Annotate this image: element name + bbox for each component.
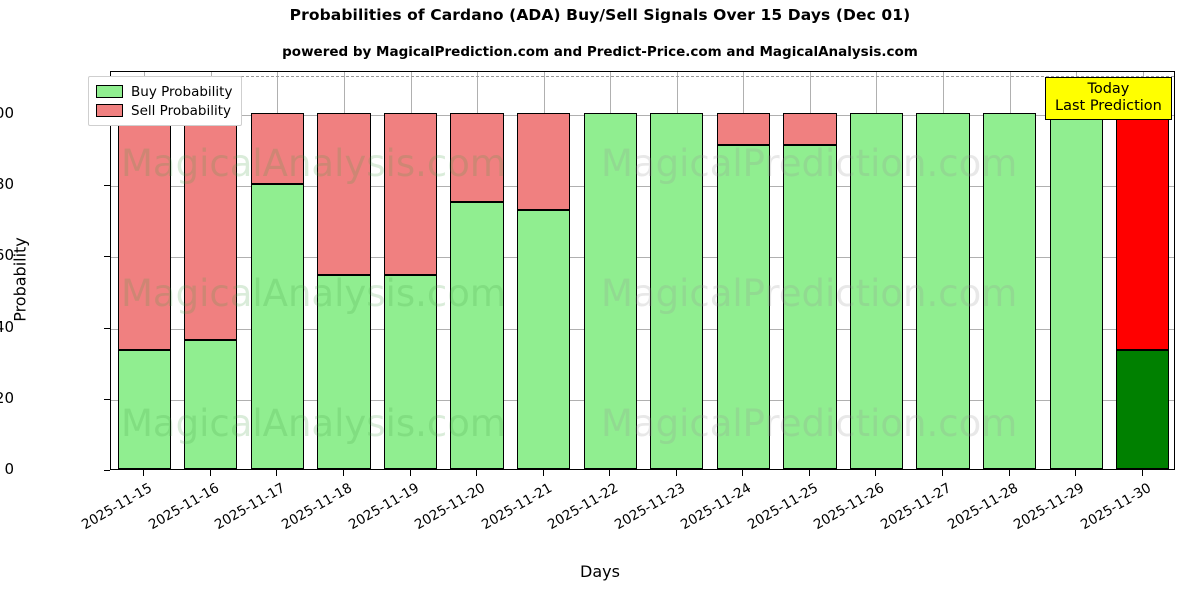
gridline-y-100: [111, 114, 1174, 116]
x-tick-mark-2025-11-21: [542, 470, 544, 476]
legend-swatch-icon: [96, 104, 123, 117]
y-tick-label-100: 100: [0, 103, 14, 122]
chart-subtitle: powered by MagicalPrediction.com and Pre…: [282, 44, 918, 60]
y-axis-label: Probability: [10, 237, 30, 322]
x-tick-mark-2025-11-18: [342, 470, 344, 476]
bar-column[interactable]: [1049, 72, 1103, 469]
bar-column[interactable]: [982, 72, 1037, 469]
bar-segment-sell[interactable]: [250, 112, 305, 184]
x-tick-mark-2025-11-23: [675, 470, 677, 476]
x-tick-mark-2025-11-30: [1141, 470, 1143, 476]
legend-item[interactable]: Sell Probability: [96, 101, 232, 120]
legend-swatch-icon: [96, 85, 123, 98]
bar-segment-sell[interactable]: [383, 112, 438, 275]
y-tick-label-40: 40: [0, 317, 14, 336]
bar-segment-sell[interactable]: [783, 112, 837, 145]
gridline-y-40: [111, 328, 1174, 330]
x-tick-mark-2025-11-24: [742, 470, 744, 476]
x-tick-mark-2025-11-26: [875, 470, 877, 476]
y-tick-mark-60: [104, 256, 110, 258]
bar-column[interactable]: [916, 72, 970, 469]
bar-segment-buy[interactable]: [184, 339, 238, 469]
bar-segment-buy[interactable]: [716, 144, 770, 469]
y-tick-label-80: 80: [0, 175, 14, 193]
x-tick-mark-2025-11-29: [1075, 470, 1077, 476]
bar-segment-buy[interactable]: [250, 184, 305, 469]
bar-segment-buy[interactable]: [916, 112, 970, 469]
bar-column[interactable]: [583, 72, 637, 469]
bar-segment-buy[interactable]: [517, 210, 571, 469]
y-tick-label-60: 60: [0, 246, 14, 265]
bar-segment-buy[interactable]: [583, 112, 637, 469]
chart-title: Probabilities of Cardano (ADA) Buy/Sell …: [289, 6, 911, 24]
y-tick-label-0: 0: [4, 460, 14, 478]
gridline-y-20: [111, 399, 1174, 401]
x-tick-mark-2025-11-19: [409, 470, 411, 476]
bar-segment-sell[interactable]: [450, 112, 504, 202]
plot-area: MagicalAnalysis.com MagicalPrediction.com…: [110, 71, 1175, 470]
bar-segment-sell[interactable]: [716, 112, 770, 145]
x-tick-mark-2025-11-28: [1008, 470, 1010, 476]
x-tick-mark-2025-11-22: [609, 470, 611, 476]
legend-item[interactable]: Buy Probability: [96, 82, 232, 101]
legend-label: Buy Probability: [131, 83, 233, 100]
bar-column[interactable]: [383, 72, 438, 469]
bar-segment-sell[interactable]: [184, 112, 238, 340]
today-annotation-line-1: Today: [1087, 81, 1130, 97]
y-tick-label-20: 20: [0, 388, 14, 407]
bar-segment-buy[interactable]: [450, 201, 504, 469]
bar-column[interactable]: [849, 72, 904, 469]
x-tick-mark-2025-11-25: [808, 470, 810, 476]
bar-segment-sell[interactable]: [317, 112, 371, 275]
bar-column[interactable]: [117, 72, 171, 469]
x-axis-label: Days: [580, 562, 620, 581]
x-tick-mark-2025-11-16: [209, 470, 211, 476]
today-annotation: Today Last Prediction: [1045, 77, 1172, 121]
x-tick-mark-2025-11-27: [942, 470, 944, 476]
bar-segment-buy[interactable]: [982, 112, 1037, 469]
bar-column[interactable]: [716, 72, 770, 469]
bar-column[interactable]: [184, 72, 238, 469]
bar-segment-buy[interactable]: [783, 144, 837, 469]
bar-column[interactable]: [450, 72, 504, 469]
bar-column[interactable]: [517, 72, 571, 469]
x-tick-mark-2025-11-17: [276, 470, 278, 476]
bar-column[interactable]: [250, 72, 305, 469]
reference-dashed-line: [111, 75, 1174, 77]
y-tick-mark-0: [104, 470, 110, 471]
bar-segment-buy[interactable]: [849, 112, 904, 469]
bar-segment-buy[interactable]: [117, 350, 171, 469]
y-tick-mark-80: [104, 185, 110, 186]
bar-column[interactable]: [1116, 72, 1170, 469]
bar-segment-buy[interactable]: [383, 274, 438, 469]
bar-column[interactable]: [783, 72, 837, 469]
gridline-y-80: [111, 186, 1174, 187]
gridline-y-60: [111, 257, 1174, 259]
legend-label: Sell Probability: [131, 102, 232, 119]
bar-layer: [111, 72, 1174, 469]
bar-segment-sell[interactable]: [517, 112, 571, 210]
x-tick-mark-2025-11-20: [476, 470, 478, 476]
bar-column[interactable]: [317, 72, 371, 469]
y-tick-mark-40: [104, 327, 110, 329]
x-tick-mark-2025-11-15: [143, 470, 145, 476]
bar-segment-buy[interactable]: [317, 274, 371, 469]
today-annotation-line-2: Last Prediction: [1055, 98, 1162, 115]
bar-segment-buy[interactable]: [650, 112, 704, 469]
bar-segment-buy[interactable]: [1116, 350, 1170, 469]
bar-segment-buy[interactable]: [1049, 112, 1103, 469]
y-tick-mark-20: [104, 398, 110, 400]
bar-segment-sell[interactable]: [117, 112, 171, 351]
bar-column[interactable]: [650, 72, 704, 469]
chart-legend: Buy Probability Sell Probability: [88, 76, 243, 126]
bar-segment-sell[interactable]: [1116, 112, 1170, 351]
